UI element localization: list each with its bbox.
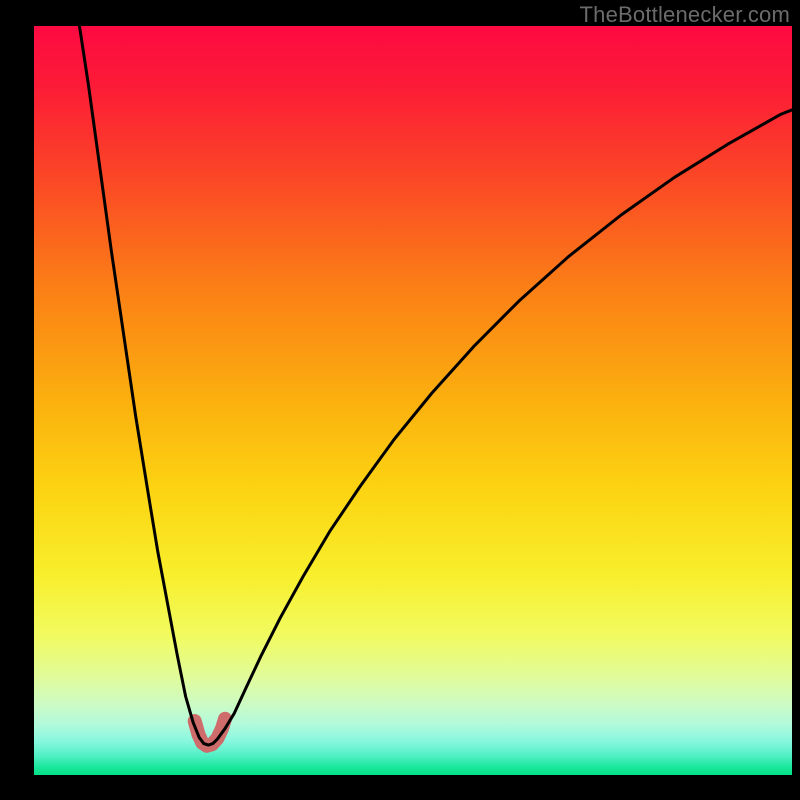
plot-area	[34, 26, 792, 775]
watermark-text: TheBottlenecker.com	[580, 2, 790, 28]
chart-background	[34, 26, 792, 775]
chart-svg	[34, 26, 792, 775]
chart-frame: TheBottlenecker.com	[0, 0, 800, 800]
